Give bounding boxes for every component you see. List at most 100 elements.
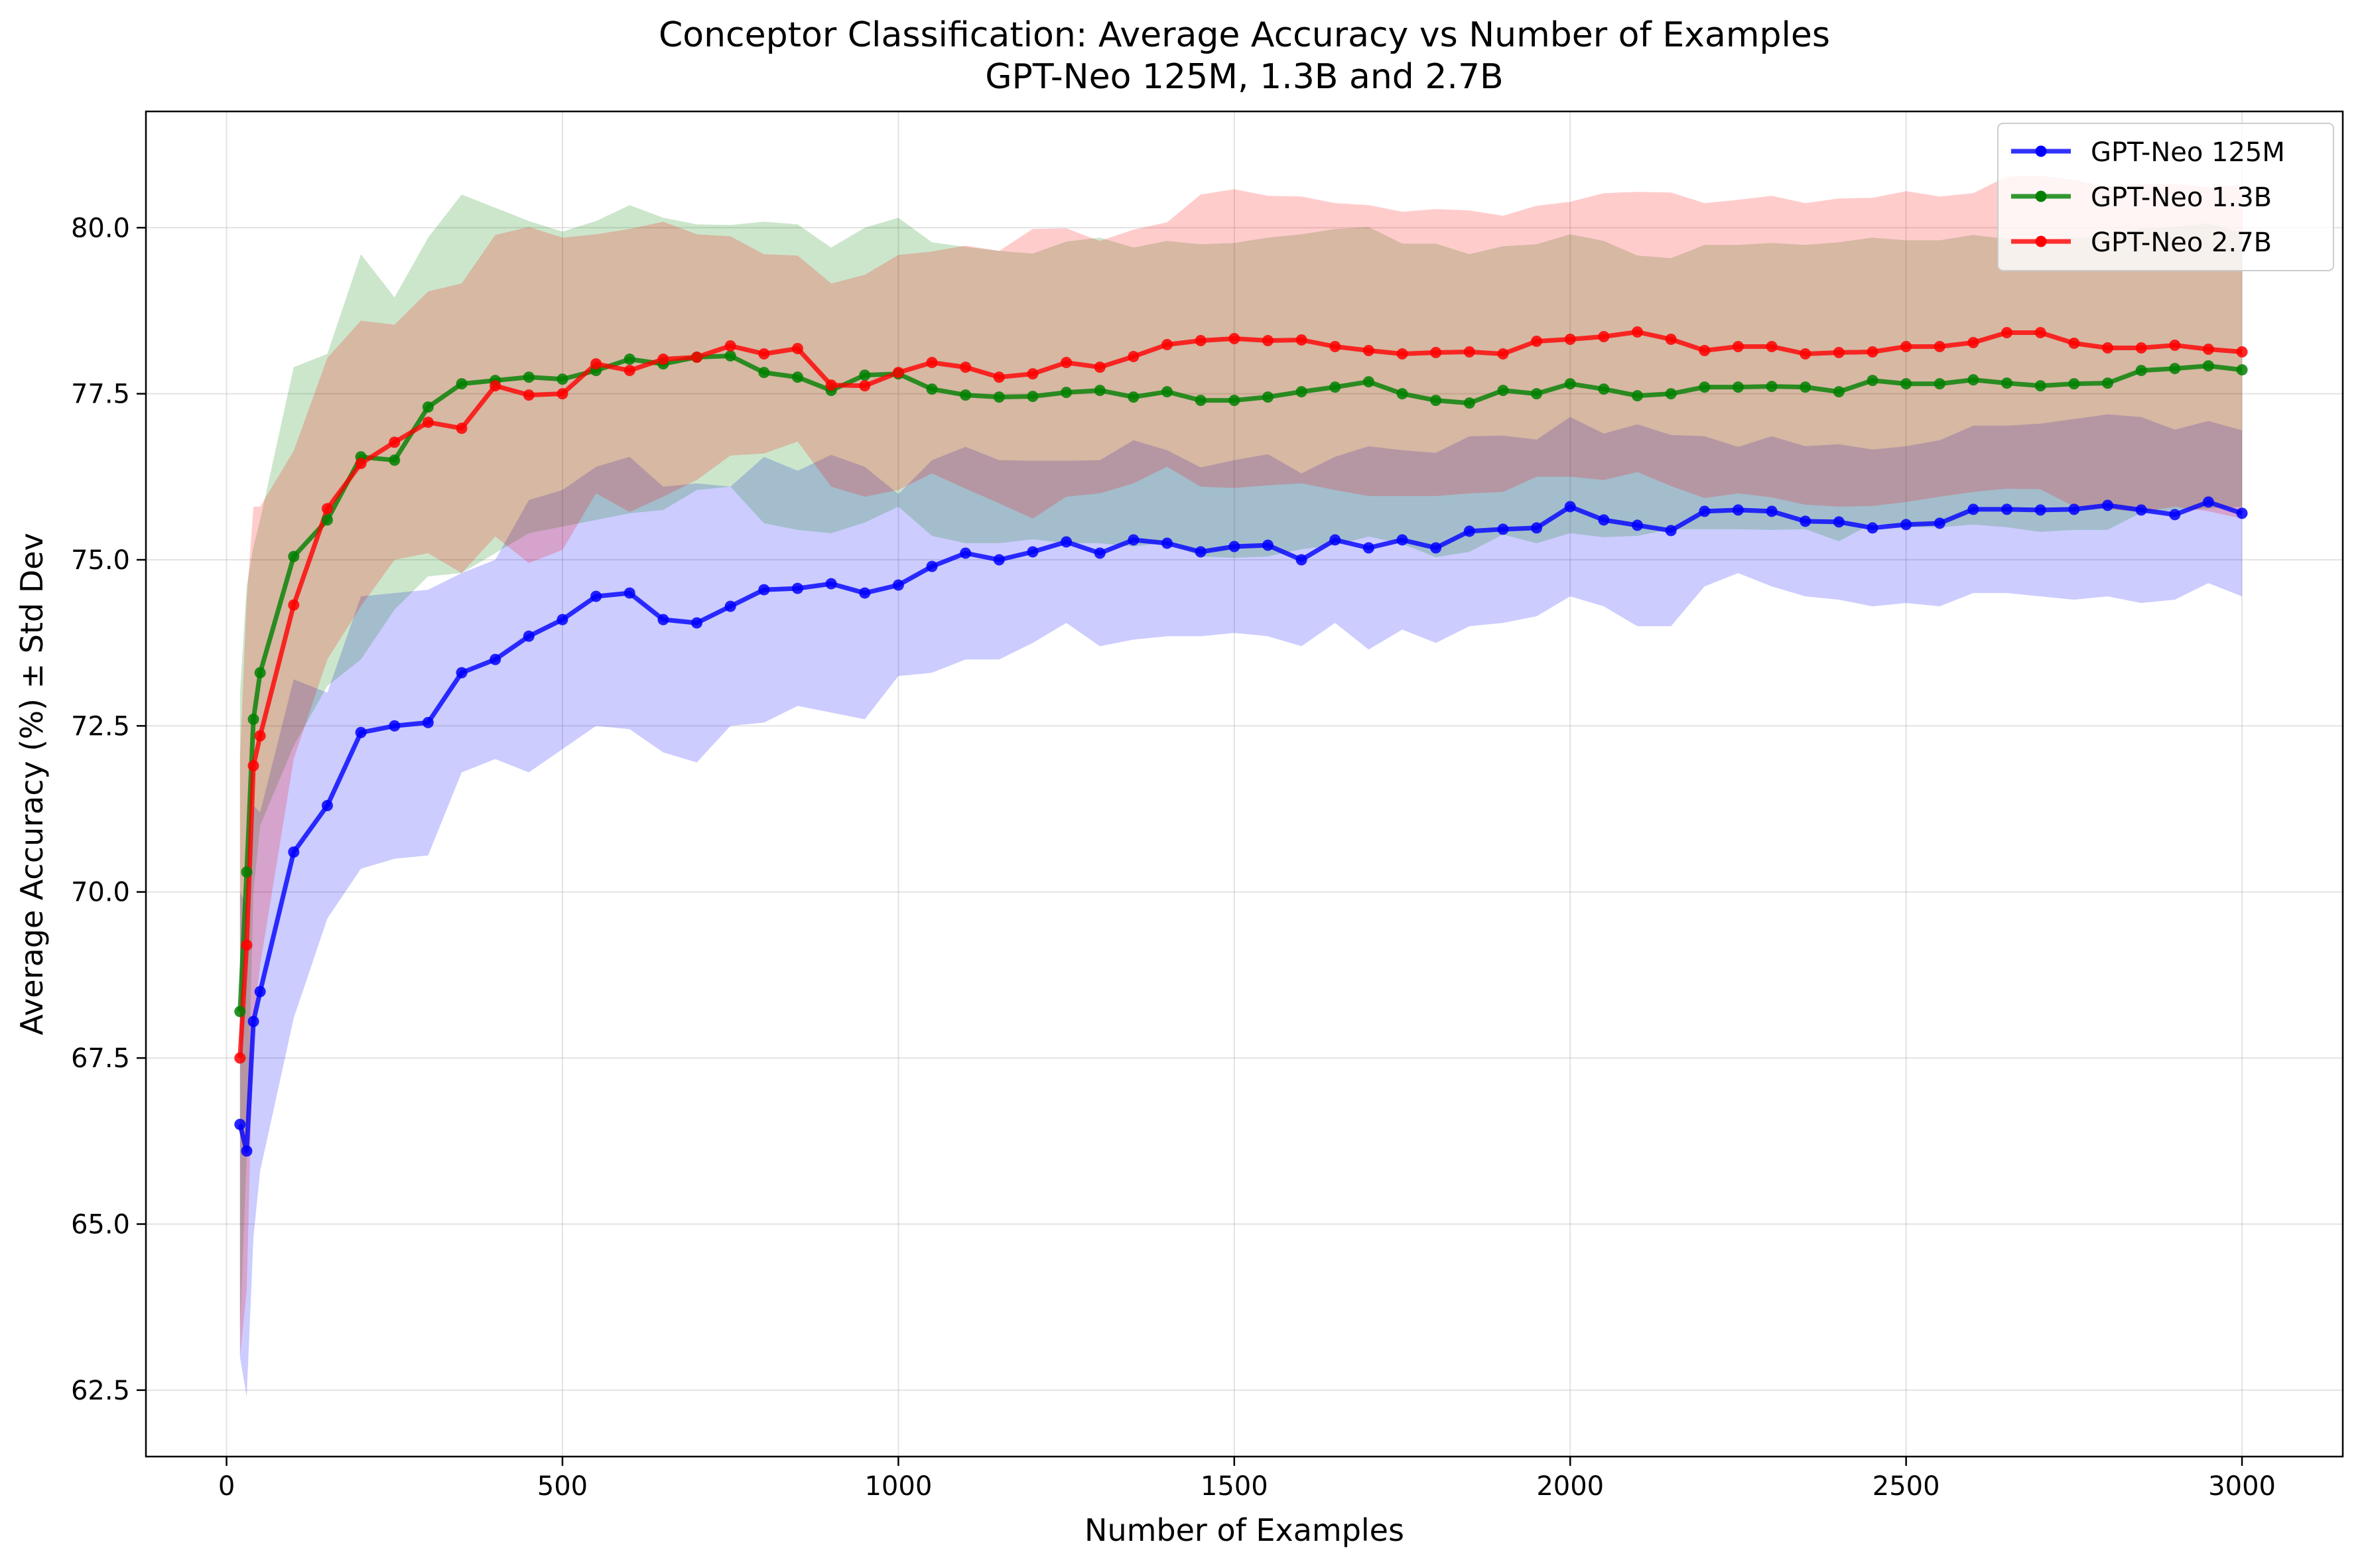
data-point [234,1052,246,1064]
data-point [624,365,635,377]
x-axis-ticks: 0 500 1000 1500 2000 2500 3000 [218,1457,2276,1502]
data-point [523,371,535,383]
data-point [1598,514,1610,526]
data-point [1094,385,1106,397]
data-point [1262,391,1274,403]
data-point [724,340,736,352]
data-point [1195,546,1207,558]
data-point [456,378,468,390]
data-point [624,354,635,365]
data-point [1295,554,1307,566]
data-point [1027,368,1039,380]
data-point [247,1015,259,1027]
series-points [234,326,2248,1157]
data-point [1027,391,1039,403]
data-point [234,1006,246,1017]
data-point [2001,377,2013,389]
data-point [1967,374,1979,386]
data-point [422,716,434,728]
data-point [2169,363,2181,375]
data-point [1699,505,1711,517]
data-point [557,373,568,385]
data-point [1800,381,1811,393]
data-point [321,503,333,515]
chart-subtitle: GPT-Neo 125M, 1.3B and 2.7B [985,57,1503,97]
data-point [1362,345,1374,357]
data-point [960,389,972,401]
data-point [1061,357,1073,369]
data-point [892,579,904,591]
data-point [1833,516,1845,528]
std-dev-bands [239,176,2243,1397]
data-point [1867,375,1878,387]
legend-marker [2035,145,2047,157]
data-point [1632,326,1644,338]
data-point [2135,342,2147,354]
data-point [926,357,938,369]
data-point [247,713,259,725]
data-point [557,614,568,625]
data-point [1632,390,1644,402]
data-point [1128,534,1140,546]
data-point [456,667,468,679]
x-tick-label: 2000 [1536,1471,1604,1502]
data-point [926,560,938,572]
data-point [758,367,770,379]
chart-title: Conceptor Classification: Average Accura… [659,15,1830,55]
data-point [422,417,434,428]
data-point [1833,347,1845,359]
data-point [523,389,535,401]
data-point [1430,542,1442,554]
data-point [859,587,871,599]
data-point [321,800,333,812]
data-point [389,436,401,448]
plot-frame [145,110,2344,1458]
data-point [1061,536,1073,548]
data-point [2135,365,2147,377]
std-dev-band [239,176,2243,1357]
legend-marker [2035,190,2047,202]
data-point [1497,523,1509,535]
x-tick-label: 500 [537,1471,588,1502]
data-point [2169,340,2181,352]
data-point [791,582,803,594]
data-point [490,380,501,392]
data-point [1396,534,1408,546]
data-point [590,590,602,602]
data-point [1732,341,1744,353]
data-point [2102,499,2114,511]
std-dev-band [239,414,2243,1397]
data-point [859,369,871,381]
data-point [1665,334,1677,346]
data-point [1867,522,1878,534]
data-point [1598,331,1610,343]
data-point [2202,360,2214,372]
data-point [2001,503,2013,515]
y-axis-label: Average Accuracy (%) ± Std Dev [14,533,50,1035]
x-tick-label: 1500 [1201,1471,1268,1502]
data-point [523,630,535,642]
data-point [1531,388,1543,400]
data-point [1396,388,1408,400]
data-point [724,600,736,612]
data-point [2068,503,2080,515]
data-point [355,726,367,738]
data-point [490,653,501,665]
y-tick-label: 70.0 [71,878,130,908]
data-point [1463,397,1475,409]
legend-label: GPT-Neo 2.7B [2091,228,2272,258]
data-point [1967,337,1979,349]
data-point [1900,378,1912,390]
data-point [2202,496,2214,508]
data-point [1632,519,1644,531]
data-point [926,383,938,395]
x-tick-label: 2500 [1872,1471,1940,1502]
data-point [993,371,1005,383]
legend-label: GPT-Neo 125M [2091,137,2285,168]
data-point [2236,364,2248,376]
y-tick-label: 72.5 [71,711,130,742]
data-point [758,348,770,360]
data-point [1564,378,1576,390]
data-point [1967,503,1979,515]
